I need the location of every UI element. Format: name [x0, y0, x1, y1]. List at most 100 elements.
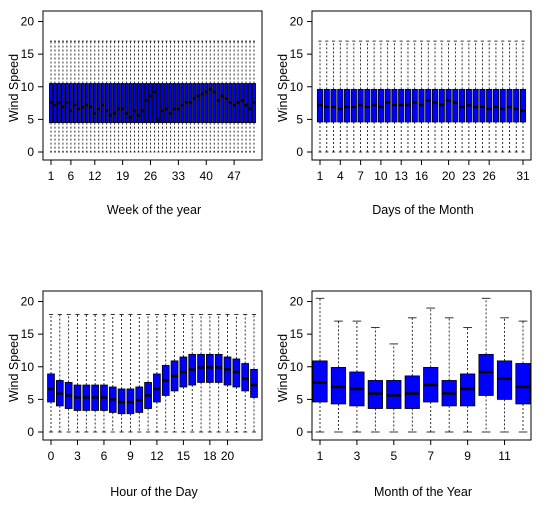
- box-19: [438, 40, 445, 153]
- x-tick-label: 20: [442, 169, 456, 183]
- box-9: [126, 314, 135, 433]
- box-4: [60, 40, 65, 153]
- box-0: [47, 314, 55, 433]
- box-iqr: [148, 83, 153, 124]
- box-iqr: [330, 367, 347, 405]
- y-tick-label: 20: [21, 15, 35, 29]
- box-1: [49, 40, 53, 153]
- plot-frame: [311, 10, 532, 161]
- box-21: [232, 314, 241, 433]
- x-tick-label: 20: [221, 449, 235, 463]
- box-23: [465, 40, 472, 153]
- box-iqr: [513, 88, 520, 123]
- box-13: [398, 40, 405, 153]
- box-51: [248, 40, 252, 153]
- y-tick-label: 10: [21, 80, 35, 94]
- box-iqr: [220, 83, 225, 124]
- box-26: [486, 40, 493, 153]
- x-tick-label: 33: [172, 169, 186, 183]
- box-7: [72, 40, 77, 153]
- box-20: [124, 40, 129, 153]
- x-axis-label: Days of the Month: [372, 203, 473, 217]
- box-8: [117, 314, 126, 433]
- box-iqr: [248, 83, 252, 124]
- y-tick-label: 15: [290, 327, 304, 341]
- x-tick-label: 5: [390, 449, 397, 463]
- x-axis: 1 3 5 7 9 11: [317, 440, 511, 463]
- box-iqr: [364, 88, 371, 123]
- box-24: [472, 40, 479, 153]
- box-35: [184, 40, 189, 153]
- y-tick-label: 15: [21, 47, 35, 61]
- x-tick-label: 6: [101, 449, 108, 463]
- y-tick-label: 0: [27, 145, 34, 159]
- box-20: [445, 40, 452, 153]
- box-21: [452, 40, 459, 153]
- boxplots: [47, 314, 258, 433]
- box-18: [431, 40, 439, 153]
- box-iqr: [72, 83, 77, 124]
- box-6: [350, 40, 357, 153]
- box-iqr: [136, 83, 141, 124]
- x-tick-label: 13: [395, 169, 409, 183]
- box-11: [144, 314, 152, 433]
- box-17: [425, 40, 432, 153]
- x-tick-label: 40: [200, 169, 214, 183]
- box-37: [192, 40, 197, 153]
- y-tick-label: 5: [27, 392, 34, 406]
- x-tick-label: 18: [203, 449, 217, 463]
- box-6: [100, 314, 108, 433]
- box-11: [496, 317, 513, 433]
- y-tick-label: 5: [296, 112, 303, 126]
- box-iqr: [120, 83, 125, 124]
- box-13: [161, 314, 170, 433]
- x-tick-label: 12: [88, 169, 102, 183]
- plot-frame: [311, 290, 532, 441]
- box-iqr: [212, 83, 217, 124]
- box-iqr: [124, 83, 129, 124]
- box-iqr: [452, 88, 459, 123]
- box-16: [188, 314, 197, 433]
- box-19: [120, 40, 125, 153]
- box-iqr: [506, 88, 513, 123]
- box-iqr: [515, 363, 531, 405]
- box-3: [57, 40, 61, 153]
- box-46: [228, 40, 233, 153]
- box-iqr: [96, 83, 101, 124]
- box-15: [411, 40, 418, 153]
- box-iqr: [232, 83, 237, 124]
- box-iqr: [344, 88, 351, 123]
- y-tick-label: 20: [290, 15, 304, 29]
- box-iqr: [208, 83, 213, 124]
- y-axis-label: Wind Speed: [276, 54, 290, 122]
- y-tick-label: 10: [290, 80, 304, 94]
- box-iqr: [479, 88, 486, 123]
- x-tick-label: 1: [317, 169, 324, 183]
- y-axis: 0 5 10 15 20: [21, 295, 43, 439]
- plot-frame: [42, 10, 263, 161]
- box-5: [386, 343, 402, 433]
- x-axis: 1 6 12 19 26 33 40 47: [48, 160, 241, 183]
- box-iqr: [204, 83, 209, 124]
- box-44: [220, 40, 225, 153]
- box-iqr: [244, 83, 248, 124]
- box-28: [156, 40, 161, 153]
- boxplots: [316, 40, 527, 153]
- x-tick-label: 6: [68, 169, 75, 183]
- y-axis-label: Wind Speed: [7, 334, 21, 402]
- box-4: [337, 40, 344, 153]
- box-iqr: [104, 83, 109, 124]
- box-1: [316, 40, 324, 153]
- box-5: [344, 40, 351, 153]
- box-iqr: [68, 83, 73, 124]
- box-iqr: [496, 360, 513, 400]
- x-tick-label: 1: [48, 169, 55, 183]
- x-axis-label: Week of the year: [107, 203, 201, 217]
- box-iqr: [112, 83, 117, 124]
- box-10: [478, 297, 494, 433]
- box-42: [212, 40, 217, 153]
- box-25: [144, 40, 149, 153]
- box-iqr: [411, 88, 418, 123]
- box-39: [200, 40, 205, 153]
